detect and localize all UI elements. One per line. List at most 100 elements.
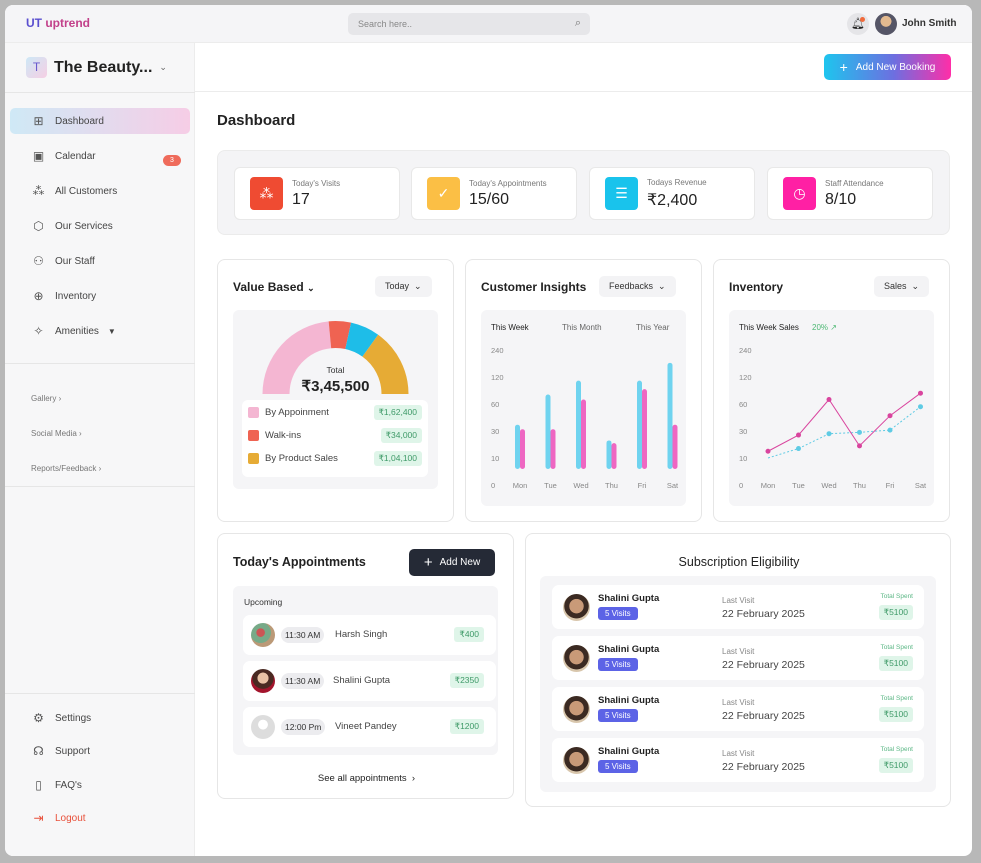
stat-card-visits[interactable]: ⁂ Today's Visits 17	[234, 167, 400, 220]
link-label: Gallery	[31, 394, 57, 403]
appointment-item[interactable]: 12:00 Pm Vineet Pandey ₹1200	[243, 707, 496, 747]
sidebar-item-label: Our Staff	[55, 255, 95, 267]
y-tick-label: 0	[739, 481, 743, 490]
stat-card-attendance[interactable]: ◷ Staff Attendance 8/10	[767, 167, 933, 220]
subscription-row[interactable]: Shalini Gupta 5 Visits Last Visit 22 Februa…	[552, 687, 924, 731]
upcoming-panel: Upcoming 11:30 AM Harsh Singh ₹400 11:30 A…	[233, 586, 498, 755]
sidebar-item-amenities[interactable]: ✧ Amenities ▼	[10, 318, 190, 344]
sidebar-item-logout[interactable]: ⇥ Logout	[10, 805, 190, 831]
sidebar-link-reports[interactable]: Reports/Feedback ›	[31, 464, 101, 473]
divider	[5, 92, 195, 93]
globe-icon: ⊕	[33, 289, 44, 303]
sidebar-item-settings[interactable]: ⚙ Settings	[10, 705, 190, 731]
main-toolbar	[195, 43, 972, 92]
sidebar-item-faqs[interactable]: ▯ FAQ's	[10, 772, 190, 798]
tab-this-year[interactable]: This Year	[636, 323, 670, 332]
logo[interactable]: UT uptrend	[26, 16, 90, 30]
appointment-item[interactable]: 11:30 AM Shalini Gupta ₹2350	[243, 661, 496, 701]
x-tick-label: Fri	[886, 481, 895, 490]
donut-segment	[345, 322, 379, 357]
stat-value: 17	[292, 190, 310, 208]
feedbacks-dropdown[interactable]: Feedbacks ⌄	[599, 276, 676, 297]
sidebar-item-all-customers[interactable]: ⁂ All Customers	[10, 178, 190, 204]
sidebar-item-label: Settings	[55, 712, 92, 724]
stat-label: Today's Appointments	[469, 178, 547, 188]
bell-icon[interactable]: 🔔︎	[847, 13, 869, 35]
search-placeholder: Search here..	[358, 19, 413, 29]
sidebar-item-label: Our Services	[55, 220, 113, 232]
sidebar-link-gallery[interactable]: Gallery ›	[31, 394, 61, 403]
subscription-row[interactable]: Shalini Gupta 5 Visits Last Visit 22 Februa…	[552, 636, 924, 680]
sales-dropdown[interactable]: Sales ⌄	[874, 276, 930, 297]
bar-chart: 0 10 30 60 120 240 Mon Tue Wed Thu Fri Sat	[491, 346, 679, 490]
y-tick-label: 0	[491, 481, 495, 490]
x-tick-label: Thu	[853, 481, 866, 490]
tab-this-week[interactable]: This Week	[491, 323, 529, 332]
x-tick-label: Mon	[761, 481, 776, 490]
chevron-right-icon: ›	[79, 429, 82, 438]
plus-icon: +	[423, 554, 433, 571]
book-icon: ▯	[35, 778, 42, 792]
button-label: Add New Booking	[855, 61, 936, 73]
donut-segment	[362, 334, 409, 394]
total-spent-label: Total Spent	[880, 746, 913, 753]
x-tick-label: Sat	[667, 481, 679, 490]
legend-swatch	[248, 407, 259, 418]
card-title: Today's Appointments	[233, 555, 366, 569]
stat-card-appointments[interactable]: ✓ Today's Appointments 15/60	[411, 167, 577, 220]
sidebar-item-our-staff[interactable]: ⚇ Our Staff	[10, 248, 190, 274]
chevron-down-icon: ⌄	[159, 62, 167, 72]
subscription-row[interactable]: Shalini Gupta 5 Visits Last Visit 22 Februa…	[552, 738, 924, 782]
stat-value: 15/60	[469, 190, 510, 208]
clock-icon: ◷	[783, 177, 816, 210]
user-avatar[interactable]	[875, 13, 897, 35]
period-dropdown[interactable]: Today ⌄	[375, 276, 432, 297]
avatar	[251, 623, 275, 647]
logo-text: uptrend	[45, 16, 91, 30]
see-all-appointments-link[interactable]: See all appointments ›	[218, 773, 515, 784]
logout-icon: ⇥	[33, 811, 44, 825]
avatar-placeholder	[251, 715, 275, 739]
sidebar: T The Beauty... ⌄ ⊞ Dashboard ▣ Calendar 3…	[5, 43, 195, 856]
customer-name: Shalini Gupta	[598, 746, 660, 757]
chevron-down-icon: ⌄	[658, 281, 666, 291]
appointment-time: 12:00 Pm	[281, 719, 326, 735]
search-input[interactable]: Search here.. ⌕	[348, 13, 590, 35]
stat-card-revenue[interactable]: ☰ Todays Revenue ₹2,400	[589, 167, 755, 220]
y-tick-label: 10	[739, 454, 747, 463]
customer-name: Shalini Gupta	[598, 644, 660, 655]
add-new-appointment-button[interactable]: + Add New	[409, 549, 495, 576]
bar	[545, 394, 551, 469]
search-icon[interactable]: ⌕	[574, 17, 581, 29]
x-tick-label: Mon	[513, 481, 528, 490]
plus-icon: +	[839, 59, 848, 75]
y-tick-label: 60	[739, 400, 747, 409]
legend-item: By Product Sales ₹1,04,100	[248, 451, 422, 466]
y-tick-label: 10	[491, 454, 499, 463]
donut-legend: By Appoinment ₹1,62,400 Walk-ins ₹34,000 B…	[242, 400, 428, 477]
legend-label: By Appoinment	[265, 407, 329, 418]
sidebar-item-label: Calendar	[55, 150, 96, 162]
subscription-row[interactable]: Shalini Gupta 5 Visits Last Visit 22 Februa…	[552, 585, 924, 629]
last-visit-label: Last Visit	[722, 596, 755, 605]
sidebar-item-our-services[interactable]: ⬡ Our Services	[10, 213, 190, 239]
user-name[interactable]: John Smith	[902, 18, 957, 29]
stat-label: Today's Visits	[292, 178, 341, 188]
sidebar-item-inventory[interactable]: ⊕ Inventory	[10, 283, 190, 309]
tab-this-month[interactable]: This Month	[562, 323, 602, 332]
sidebar-item-dashboard[interactable]: ⊞ Dashboard	[10, 108, 190, 134]
data-point	[765, 448, 771, 454]
bar	[672, 424, 678, 469]
value-based-title[interactable]: Value Based ⌄	[233, 280, 315, 294]
org-switcher[interactable]: T The Beauty... ⌄	[26, 57, 167, 78]
sidebar-item-calendar[interactable]: ▣ Calendar	[10, 143, 190, 169]
add-new-booking-button[interactable]: + Add New Booking	[824, 54, 951, 80]
card-title: Customer Insights	[481, 280, 587, 294]
sidebar-link-social-media[interactable]: Social Media ›	[31, 429, 82, 438]
stats-panel: ⁂ Today's Visits 17 ✓ Today's Appointments 1…	[217, 150, 950, 235]
sidebar-item-label: All Customers	[55, 185, 118, 197]
sidebar-item-support[interactable]: ☊ Support	[10, 738, 190, 764]
card-title: Value Based	[233, 280, 304, 294]
appointment-name: Vineet Pandey	[335, 721, 397, 732]
appointment-item[interactable]: 11:30 AM Harsh Singh ₹400	[243, 615, 496, 655]
